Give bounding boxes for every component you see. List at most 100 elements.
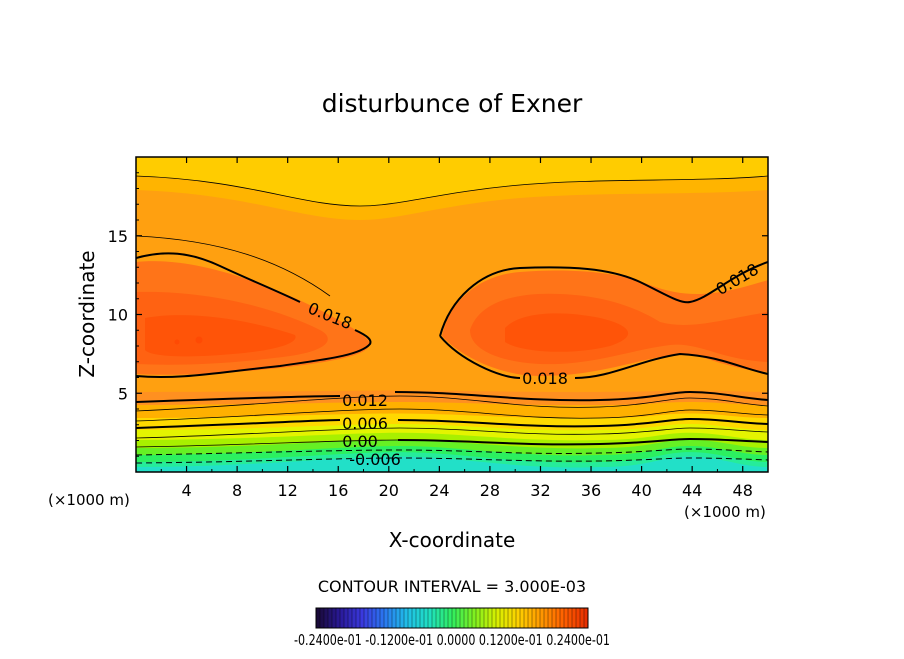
colorbar-cell (572, 608, 577, 628)
contour-thick-2 (439, 261, 768, 337)
colorbar-cell (356, 608, 361, 628)
x-axis: 4 8 12 16 20 24 28 32 36 40 44 48 (160, 157, 753, 500)
colorbar-cell (412, 608, 417, 628)
contour-thin-0 (136, 175, 768, 207)
colorbar-cell (392, 608, 397, 628)
y-axis: 5 10 15 (108, 172, 768, 457)
colorbar-cell (400, 608, 405, 628)
colorbar-cell (564, 608, 569, 628)
contour-thin-4 (136, 427, 768, 439)
band-low-8 (136, 456, 768, 472)
colorbar-cell (476, 608, 481, 628)
chart-title: disturbunce of Exner (322, 89, 583, 118)
colorbar-cell (536, 608, 541, 628)
contour-thick-3 (439, 335, 521, 379)
x-unit-right: (×1000 m) (684, 503, 766, 521)
colorbar-cell (396, 608, 401, 628)
contour-thick-9 (397, 437, 768, 446)
x-tick-label-16: 16 (328, 481, 348, 500)
colorbar-cell (520, 608, 525, 628)
colorbar-cell (504, 608, 509, 628)
colorbar-cell (492, 608, 497, 628)
colorbar-frame (315, 607, 589, 629)
colorbar-cell (460, 608, 465, 628)
colorbar-cell (584, 608, 589, 628)
core-right-center (505, 313, 629, 352)
contour-thick-6 (394, 390, 768, 402)
contour-label-0012: 0.012 (342, 391, 388, 410)
colorbar-cell (540, 608, 545, 628)
contour-dashed-1 (136, 457, 768, 464)
colorbar-cell (380, 608, 385, 628)
colorbar-cell (428, 608, 433, 628)
colorbar-cell (364, 608, 369, 628)
x-tick-label-20: 20 (379, 481, 399, 500)
colorbar-cell (336, 608, 341, 628)
band-top-yellow (136, 157, 768, 206)
colorbar-cell (524, 608, 529, 628)
contour-thick-8 (397, 417, 768, 428)
colorbar-cell (532, 608, 537, 628)
colorbar-cell (348, 608, 353, 628)
colorbar-cell (560, 608, 565, 628)
colorbar-cell (432, 608, 437, 628)
colorbar-cell (544, 608, 549, 628)
colorbar-cell (352, 608, 357, 628)
contour-thick-7 (136, 419, 341, 429)
colorbar-cell (416, 608, 421, 628)
contour-thick-5 (136, 395, 341, 403)
contour-thick-0 (136, 252, 301, 303)
x-tick-label-12: 12 (278, 481, 298, 500)
colorbar-cell (580, 608, 585, 628)
colorbar-cell (480, 608, 485, 628)
colorbar-cell (568, 608, 573, 628)
contour-label-neg0006: -0.006 (349, 450, 401, 469)
colorbar-cell (408, 608, 413, 628)
y-axis-label: Z-coordinate (75, 250, 99, 377)
contour-thick-1 (136, 329, 372, 379)
colorbar-cell (552, 608, 557, 628)
core-left-center (145, 315, 296, 357)
x-tick-label-48: 48 (733, 481, 753, 500)
band-top-amber (136, 176, 768, 220)
contour-thick-4 (574, 352, 768, 379)
colorbar-labels: -0.2400e-01 -0.1200e-01 0.0000 0.1200e-0… (294, 631, 610, 649)
colorbar-cell (360, 608, 365, 628)
colorbar-cell (376, 608, 381, 628)
colorbar-cell (340, 608, 345, 628)
colorbar-cell (388, 608, 393, 628)
x-tick-label-4: 4 (181, 481, 191, 500)
colorbar-cell (324, 608, 329, 628)
colorbar-cell (556, 608, 561, 628)
colorbar-cell (436, 608, 441, 628)
colorbar-cell (332, 608, 337, 628)
colorbar-cell (372, 608, 377, 628)
colorbar-cell (420, 608, 425, 628)
x-axis-label: X-coordinate (389, 528, 516, 552)
y-tick-label-5: 5 (118, 384, 128, 403)
colorbar-cell (448, 608, 453, 628)
colorbar-cell (484, 608, 489, 628)
colorbar-cell (548, 608, 553, 628)
contour-fill-bands (136, 157, 768, 472)
colorbar (315, 608, 589, 628)
core-dot-1 (174, 339, 180, 345)
x-tick-label-32: 32 (530, 481, 550, 500)
x-unit-left: (×1000 m) (48, 491, 130, 509)
contour-label-0018-center: 0.018 (522, 369, 568, 388)
colorbar-cell (404, 608, 409, 628)
contour-thick-lines (136, 252, 768, 446)
colorbar-cell (384, 608, 389, 628)
colorbar-cell (512, 608, 517, 628)
colorbar-cell (440, 608, 445, 628)
colorbar-cell (488, 608, 493, 628)
colorbar-cell (500, 608, 505, 628)
core-dot-2 (195, 336, 203, 344)
contour-thin-3 (136, 408, 768, 422)
colorbar-cell (316, 608, 321, 628)
colorbar-cell (424, 608, 429, 628)
plot-area (136, 157, 768, 472)
colorbar-cell (472, 608, 477, 628)
y-tick-label-15: 15 (108, 227, 128, 246)
colorbar-cell (508, 608, 513, 628)
